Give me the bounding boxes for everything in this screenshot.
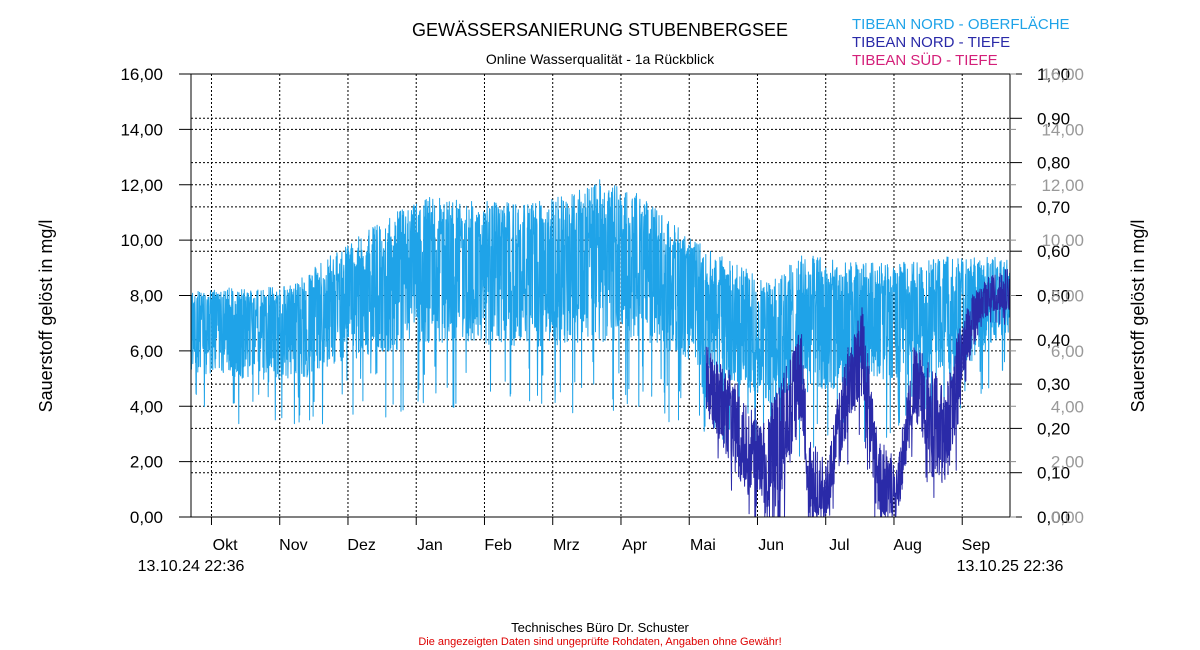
x-tick-label: Aug [893, 537, 921, 554]
y2-tick-label: 0,00 [1037, 508, 1070, 527]
x-tick-label: Mrz [553, 537, 580, 554]
y3-tick-label: 16,00 [1041, 65, 1084, 84]
y3-tick-label: 4,00 [1051, 397, 1084, 416]
y2-tick-label: 0,60 [1037, 242, 1070, 261]
y2-tick-label: 0,80 [1037, 154, 1070, 173]
y-tick-label: 12,00 [120, 176, 163, 195]
legend-entry: TIBEAN NORD - TIEFE [852, 34, 1010, 51]
y3-tick-label: 12,00 [1041, 176, 1084, 195]
x-tick-label: Okt [213, 537, 238, 554]
y-tick-label: 10,00 [120, 231, 163, 250]
y3-tick-label: 6,00 [1051, 342, 1084, 361]
chart-subtitle: Online Wasserqualität - 1a Rückblick [486, 51, 715, 67]
y-axis-label-left: Sauerstoff gelöst in mg/l [36, 220, 56, 413]
y2-tick-label: 0,40 [1037, 331, 1070, 350]
series-line-0 [190, 179, 1011, 470]
x-tick-label: Jan [417, 537, 443, 554]
y3-tick-label: 8,00 [1051, 287, 1084, 306]
x-tick-label: Nov [279, 537, 307, 554]
x-tick-label: Feb [484, 537, 512, 554]
y3-tick-label: 10,00 [1041, 231, 1084, 250]
x-end-label: 13.10.25 22:36 [957, 558, 1064, 575]
x-tick-label: Jun [758, 537, 784, 554]
legend-entry: TIBEAN NORD - OBERFLÄCHE [852, 16, 1070, 33]
y-axis-right-gray: 0,00 2,00 4,00 6,00 8,00 10,00 12,00 14,00 16,00 [1010, 65, 1084, 527]
chart-title: GEWÄSSERSANIERUNG STUBENBERGSEE [412, 20, 788, 40]
y-tick-label: 2,00 [130, 453, 163, 472]
series-line-1 [705, 269, 1011, 518]
y-axis-left: 0,00 2,00 4,00 6,00 8,00 10,00 12,00 14,00 16,00 [120, 65, 191, 527]
y2-tick-label: 0,20 [1037, 419, 1070, 438]
y2-tick-label: 0,90 [1037, 109, 1070, 128]
x-tick-label: Dez [347, 537, 375, 554]
y3-tick-label: 14,00 [1041, 120, 1084, 139]
y-tick-label: 14,00 [120, 120, 163, 139]
y-axis-label-right: Sauerstoff gelöst in mg/l [1128, 220, 1148, 413]
legend-entry: TIBEAN SÜD - TIEFE [852, 51, 998, 69]
y-tick-label: 8,00 [130, 287, 163, 306]
y-tick-label: 6,00 [130, 342, 163, 361]
y-tick-label: 16,00 [120, 65, 163, 84]
series-layer [190, 179, 1011, 518]
y3-tick-label: 0,00 [1051, 508, 1084, 527]
footer-disclaimer: Die angezeigten Daten sind ungeprüfte Ro… [418, 636, 781, 648]
x-tick-label: Apr [622, 537, 648, 554]
y2-tick-label: 0,70 [1037, 198, 1070, 217]
x-tick-label: Sep [962, 537, 991, 554]
x-tick-label: Mai [690, 537, 716, 554]
footer-company: Technisches Büro Dr. Schuster [511, 620, 689, 635]
x-axis: Okt Nov Dez Jan Feb Mrz Apr Mai Jun Jul Aug Sep [210, 517, 991, 554]
y2-tick-label: 0,10 [1037, 464, 1070, 483]
y2-tick-label: 0,50 [1037, 287, 1070, 306]
x-start-label: 13.10.24 22:36 [138, 558, 245, 575]
y2-tick-label: 0,30 [1037, 375, 1070, 394]
y-axis-right: 0,00 0,10 0,20 0,30 0,40 0,50 0,60 0,70 0,80 0,90… [1010, 65, 1070, 527]
x-tick-label: Jul [829, 537, 849, 554]
y3-tick-label: 2,00 [1051, 453, 1084, 472]
y-tick-label: 4,00 [130, 397, 163, 416]
y2-tick-label: 1,00 [1037, 65, 1070, 84]
y-tick-label: 0,00 [130, 508, 163, 527]
